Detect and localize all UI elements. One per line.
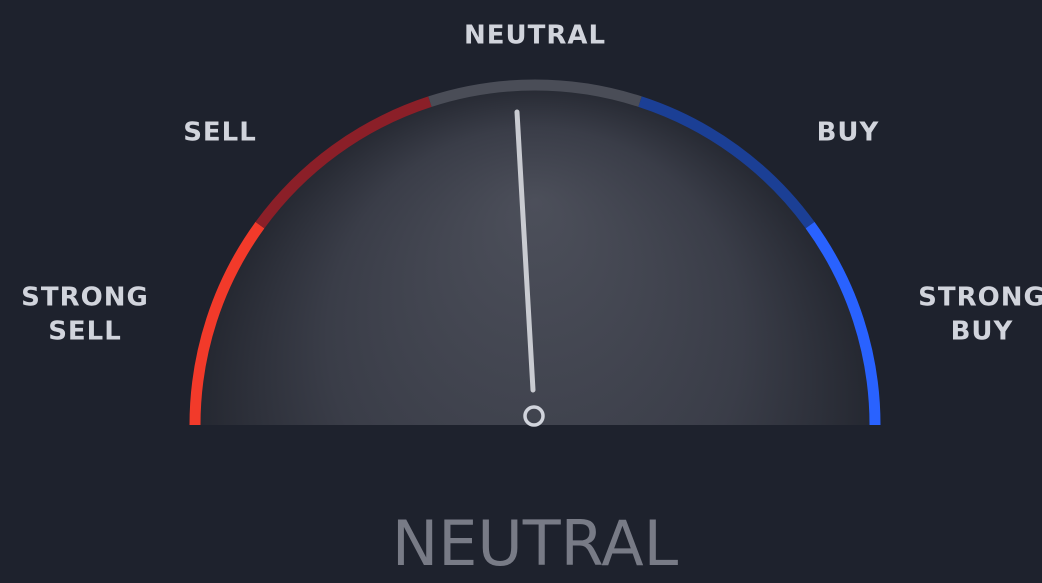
arc-buy <box>638 96 815 229</box>
label-strong-buy-2: BUY <box>951 317 1014 347</box>
arc-neutral <box>428 79 642 107</box>
result-text: NEUTRAL <box>392 507 679 580</box>
label-strong-sell-2: SELL <box>48 317 122 347</box>
label-buy: BUY <box>817 118 880 148</box>
label-strong-buy-1: STRONG <box>918 283 1042 313</box>
label-neutral: NEUTRAL <box>464 21 606 51</box>
arc-sell <box>255 96 432 229</box>
arc-strong-buy <box>805 221 881 426</box>
label-sell: SELL <box>183 118 257 148</box>
gauge <box>189 79 881 426</box>
gauge-face <box>195 85 875 425</box>
label-strong-sell-1: STRONG <box>21 283 149 313</box>
needle-pivot <box>523 405 545 427</box>
needle <box>514 109 536 393</box>
arc-strong-sell <box>189 221 265 426</box>
